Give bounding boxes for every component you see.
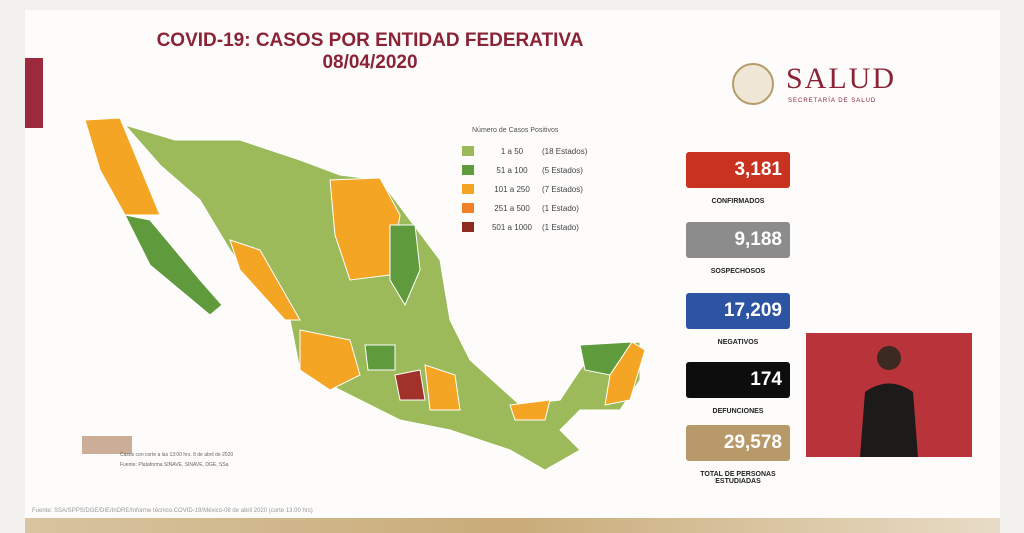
state <box>394 369 426 401</box>
states <box>84 117 646 471</box>
header: COVID-19: CASOS POR ENTIDAD FEDERATIVA 0… <box>120 30 620 74</box>
stat-label: DEFUNCIONES <box>712 408 764 415</box>
source: Fuente: SSA/SPPS/DGE/DIE/InDRE/Informe t… <box>32 508 313 514</box>
legend-swatch <box>462 146 474 156</box>
state <box>604 341 646 406</box>
state <box>229 239 301 321</box>
legend-item: 101 a 250 (7 Estados) <box>462 184 583 194</box>
stat-label: CONFIRMADOS <box>711 198 765 205</box>
logo-name: SALUD <box>786 62 897 95</box>
legend-count: (1 Estado) <box>542 203 579 213</box>
interpreter-body <box>860 383 918 457</box>
legend-count: (7 Estados) <box>542 184 583 194</box>
title: COVID-19: CASOS POR ENTIDAD FEDERATIVA <box>156 30 584 51</box>
stat-value: 174 <box>686 362 790 398</box>
stat-value: 3,181 <box>686 152 790 188</box>
legend-swatch <box>462 203 474 213</box>
state <box>124 214 223 316</box>
stat-value: 29,578 <box>686 425 790 461</box>
legend-range: 251 a 500 <box>494 203 530 213</box>
legend-count: (18 Estados) <box>542 146 588 156</box>
date: 08/04/2020 <box>322 52 418 73</box>
stat-value: 17,209 <box>686 293 790 329</box>
stat-label: NEGATIVOS <box>717 339 759 346</box>
state <box>424 364 461 411</box>
interpreter-head <box>877 346 901 370</box>
legend-range: 1 a 50 <box>500 146 524 156</box>
state <box>509 399 551 421</box>
state <box>364 344 396 371</box>
stat-label: TOTAL DE PERSONAS ESTUDIADAS <box>700 471 776 485</box>
legend-title: Número de Casos Positivos <box>472 127 559 134</box>
legend-count: (1 Estado) <box>542 222 579 232</box>
legend-range: 101 a 250 <box>494 184 530 194</box>
legend-item: 51 a 100 (5 Estados) <box>462 165 583 175</box>
bottom-band <box>25 518 1000 533</box>
legend-swatch <box>462 165 474 175</box>
state <box>299 329 361 391</box>
legend-item: 251 a 500 (1 Estado) <box>462 203 579 213</box>
logo-subtitle: SECRETARÍA DE SALUD <box>788 98 877 104</box>
footnote-icon <box>82 436 132 454</box>
legend-range: 51 a 100 <box>496 165 528 175</box>
legend-swatch <box>462 184 474 194</box>
stat-label: SOSPECHOSOS <box>710 268 766 275</box>
legend-item: 501 a 1000 (1 Estado) <box>462 222 579 232</box>
legend-range: 501 a 1000 <box>491 222 533 232</box>
legend-swatch <box>462 222 474 232</box>
stat-value: 9,188 <box>686 222 790 258</box>
state <box>84 117 161 216</box>
logo-emblem <box>732 63 774 105</box>
accent-bar <box>25 58 43 128</box>
legend-count: (5 Estados) <box>542 165 583 175</box>
state <box>389 224 421 307</box>
legend-item: 1 a 50 (18 Estados) <box>462 146 587 156</box>
footnote: Fuente: Plataforma SINAVE, SINAVE, DGE, … <box>120 462 229 468</box>
footnote: Casos con corte a las 13:00 hrs. 8 de ab… <box>120 452 234 458</box>
